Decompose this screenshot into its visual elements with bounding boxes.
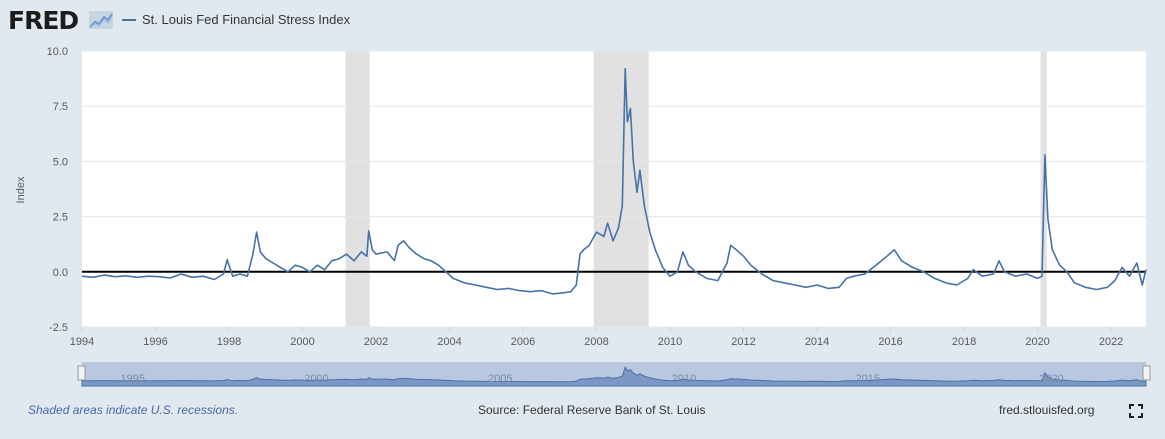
navigator-labels: 1995 2000 2005 2010 2015 2020 — [121, 373, 1064, 385]
legend-label[interactable]: St. Louis Fed Financial Stress Index — [142, 12, 351, 27]
y-tick-label: 5.0 — [53, 156, 68, 168]
navigator-tick-label: 2000 — [304, 373, 328, 385]
chart: -2.5 0.0 2.5 5.0 7.5 10.0 1994 1996 1998 2000 200… — [15, 46, 1151, 387]
x-tick-label: 2010 — [658, 336, 682, 348]
navigator-handle-right[interactable] — [1142, 365, 1151, 381]
source-text: Source: Federal Reserve Bank of St. Loui… — [478, 403, 706, 417]
navigator-tick-label: 2010 — [672, 373, 696, 385]
chart-header: FRED St. Louis Fed Financial Stress Inde… — [0, 0, 1165, 44]
x-tick-label: 2004 — [437, 336, 461, 348]
x-tick-label: 2002 — [364, 336, 388, 348]
navigator-handle-left[interactable] — [77, 365, 86, 381]
fred-logo[interactable]: FRED — [8, 6, 79, 35]
y-axis-ticks: -2.5 0.0 2.5 5.0 7.5 10.0 — [47, 46, 68, 334]
x-axis-ticks: 1994 1996 1998 2000 2002 2004 2006 2008 2010 2012… — [70, 327, 1123, 348]
navigator-tick-label: 2020 — [1039, 373, 1063, 385]
x-tick-label: 2022 — [1099, 336, 1123, 348]
navigator-tick-label: 2005 — [488, 373, 512, 385]
y-axis-label: Index — [15, 176, 27, 203]
x-tick-label: 2006 — [511, 336, 535, 348]
navigator-tick-label: 1995 — [121, 373, 145, 385]
y-tick-label: 0.0 — [53, 267, 68, 279]
y-tick-label: 10.0 — [47, 46, 68, 58]
line-graph-icon — [89, 11, 113, 29]
grid-lines — [82, 50, 1146, 328]
x-tick-label: 1994 — [70, 336, 94, 348]
recession-note: Shaded areas indicate U.S. recessions. — [28, 403, 239, 417]
series-line[interactable] — [81, 67, 1147, 295]
x-tick-label: 2012 — [731, 336, 755, 348]
x-tick-label: 1998 — [217, 336, 241, 348]
legend-swatch — [122, 19, 136, 21]
y-tick-label: -2.5 — [49, 322, 68, 334]
y-tick-label: 7.5 — [53, 101, 68, 113]
navigator-tick-label: 2015 — [856, 373, 880, 385]
recession-band — [593, 51, 649, 327]
x-tick-label: 2008 — [584, 336, 608, 348]
x-tick-label: 2020 — [1025, 336, 1049, 348]
site-link[interactable]: fred.stlouisfed.org — [999, 403, 1095, 417]
fullscreen-icon[interactable] — [1129, 404, 1143, 418]
recession-band — [345, 51, 370, 327]
x-tick-label: 2014 — [805, 336, 829, 348]
y-tick-label: 2.5 — [53, 212, 68, 224]
navigator-area — [81, 366, 1147, 387]
range-navigator[interactable]: 1995 2000 2005 2010 2015 2020 — [77, 362, 1151, 387]
x-tick-label: 2000 — [290, 336, 314, 348]
x-tick-label: 1996 — [143, 336, 167, 348]
recession-bands — [345, 51, 1047, 327]
x-tick-label: 2016 — [878, 336, 902, 348]
x-tick-label: 2018 — [952, 336, 976, 348]
